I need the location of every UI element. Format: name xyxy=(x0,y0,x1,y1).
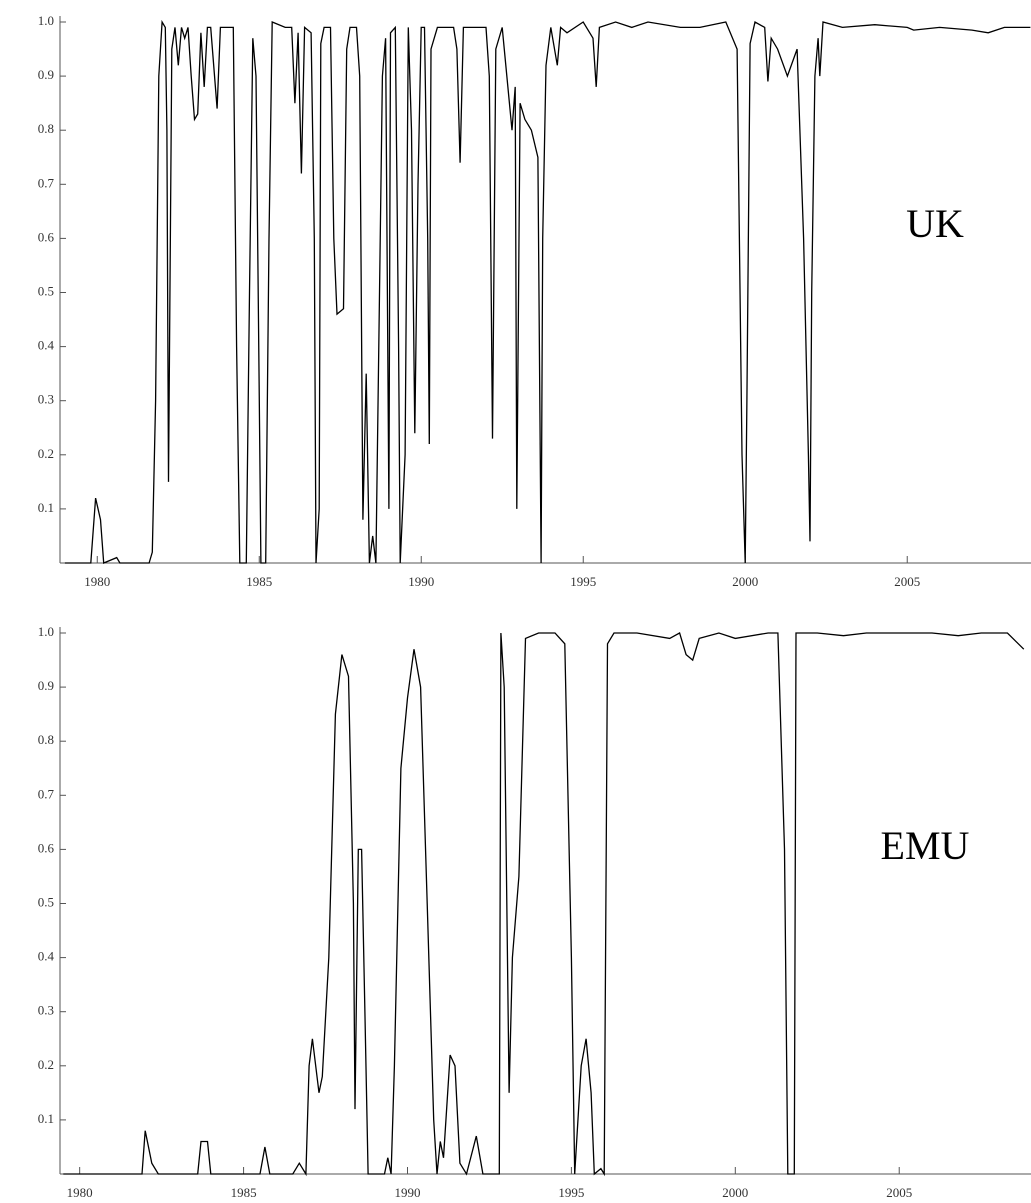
y-tick-label: 0.4 xyxy=(38,338,55,353)
y-tick-label: 1.0 xyxy=(38,13,54,28)
x-tick-label: 2000 xyxy=(722,1185,748,1200)
x-tick-label: 1995 xyxy=(558,1185,584,1200)
y-tick-label: 0.3 xyxy=(38,392,54,407)
annotation: EMU xyxy=(881,823,970,868)
y-tick-label: 0.9 xyxy=(38,67,54,82)
x-tick-label: 2005 xyxy=(886,1185,912,1200)
line xyxy=(64,19,1031,564)
y-tick-label: 0.9 xyxy=(38,678,54,693)
line xyxy=(63,632,1025,1177)
y-tick-label: 1.0 xyxy=(38,624,54,639)
annotation: UK xyxy=(906,201,964,246)
y-tick-label: 0.1 xyxy=(38,500,54,515)
x-tick-label: 1990 xyxy=(408,574,434,589)
y-tick-label: 0.4 xyxy=(38,949,55,964)
x-tick-label: 1980 xyxy=(84,574,110,589)
y-tick-label: 0.5 xyxy=(38,283,54,298)
x-tick-label: 2005 xyxy=(894,574,920,589)
y-tick-label: 0.5 xyxy=(38,894,54,909)
y-tick-label: 0.6 xyxy=(38,840,55,855)
y-tick-label: 0.2 xyxy=(38,446,54,461)
y-tick-label: 0.8 xyxy=(38,732,54,747)
y-tick-label: 0.1 xyxy=(38,1111,54,1126)
x-tick-label: 1995 xyxy=(570,574,596,589)
y-tick-label: 0.3 xyxy=(38,1003,54,1018)
x-tick-label: 1980 xyxy=(67,1185,93,1200)
x-tick-label: 1985 xyxy=(246,574,272,589)
y-tick-label: 0.6 xyxy=(38,229,55,244)
x-tick-label: 1990 xyxy=(394,1185,420,1200)
y-tick-label: 0.7 xyxy=(38,786,55,801)
x-tick-label: 1985 xyxy=(231,1185,257,1200)
y-tick-label: 0.7 xyxy=(38,175,55,190)
y-tick-label: 0.8 xyxy=(38,121,54,136)
x-tick-label: 2000 xyxy=(732,574,758,589)
y-tick-label: 0.2 xyxy=(38,1057,54,1072)
